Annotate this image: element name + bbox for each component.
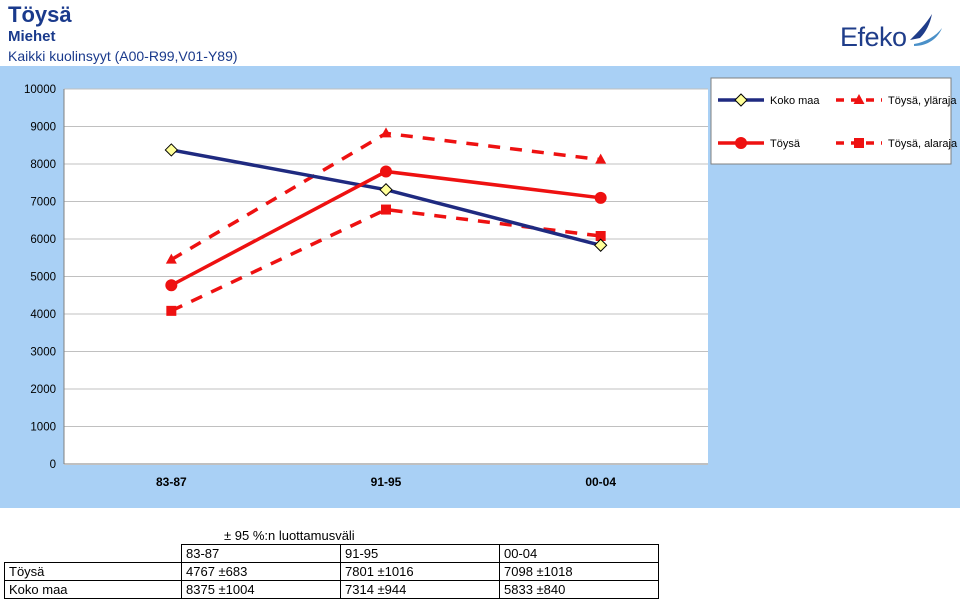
efeko-logo: Efeko (840, 10, 948, 56)
series-group (165, 165, 607, 292)
data-point (380, 165, 392, 178)
data-point (595, 153, 607, 164)
y-tick-label: 0 (50, 459, 56, 471)
legend-marker (854, 138, 864, 148)
legend-label: Koko maa (770, 95, 820, 107)
ci-cell: 5833 ±840 (499, 580, 659, 599)
data-point (594, 191, 607, 204)
y-tick-label: 2000 (30, 384, 56, 396)
data-point (164, 143, 179, 157)
table-row: Koko maa 8375 ±1004 7314 ±944 5833 ±840 (4, 580, 659, 599)
table-row: Töysä 4767 ±683 7801 ±1016 7098 ±1018 (4, 562, 659, 581)
series-group (164, 143, 608, 252)
ci-cell: 7098 ±1018 (499, 562, 659, 581)
y-tick-label: 3000 (30, 347, 56, 359)
ci-cell: 7314 ±944 (340, 580, 500, 599)
data-point (379, 183, 393, 197)
ci-col-header: 00-04 (499, 544, 659, 563)
x-tick-label: 91-95 (371, 475, 402, 489)
y-tick-label: 8000 (30, 159, 56, 171)
legend-box (710, 77, 952, 165)
ci-col-header: 83-87 (181, 544, 341, 563)
ci-row-label: Koko maa (4, 580, 182, 599)
ci-cell: 8375 ±1004 (181, 580, 341, 599)
y-tick-label: 9000 (30, 122, 56, 134)
chart-caption: Kaikki kuolinsyyt (A00-R99,V01-Y89) (8, 48, 238, 64)
series-group (165, 127, 607, 264)
legend-label: Töysä, alaraja (888, 138, 958, 150)
x-tick-label: 83-87 (156, 475, 187, 489)
logo-text: Efeko (840, 22, 907, 52)
data-point (166, 305, 177, 316)
y-tick-label: 4000 (30, 309, 56, 321)
ci-table-caption: ± 95 %:n luottamusväli (224, 528, 355, 543)
legend-label: Töysä (770, 138, 801, 150)
page-subtitle: Miehet (8, 28, 56, 45)
ci-cell: 7801 ±1016 (340, 562, 500, 581)
bird-swoosh-icon (910, 14, 942, 46)
data-point (381, 204, 391, 215)
data-point (595, 231, 606, 241)
data-point (593, 238, 608, 252)
y-tick-label: 1000 (30, 422, 56, 434)
x-tick-label: 00-04 (585, 475, 616, 489)
y-tick-label: 5000 (30, 272, 56, 284)
page-title: Töysä (8, 2, 72, 27)
y-tick-label: 7000 (30, 197, 56, 209)
ci-cell: 4767 ±683 (181, 562, 341, 581)
y-tick-label: 10000 (24, 84, 56, 96)
data-point (165, 253, 177, 264)
ci-corner (5, 545, 182, 563)
legend-marker (734, 93, 748, 107)
ci-col-header: 91-95 (340, 544, 500, 563)
legend-label: Töysä, yläraja (888, 95, 957, 107)
data-point (380, 127, 392, 138)
ci-table-header: 83-87 91-95 00-04 (5, 544, 659, 563)
ci-table: 83-87 91-95 00-04 Töysä 4767 ±683 7801 ±… (4, 544, 659, 599)
y-tick-label: 6000 (30, 234, 56, 246)
ci-row-label: Töysä (4, 562, 182, 581)
legend-marker (853, 94, 865, 104)
line-chart: 0 1000 2000 3000 4000 5000 6000 7000 8000 9000 100… (0, 66, 960, 508)
legend-marker (735, 137, 747, 149)
data-point (165, 279, 178, 292)
